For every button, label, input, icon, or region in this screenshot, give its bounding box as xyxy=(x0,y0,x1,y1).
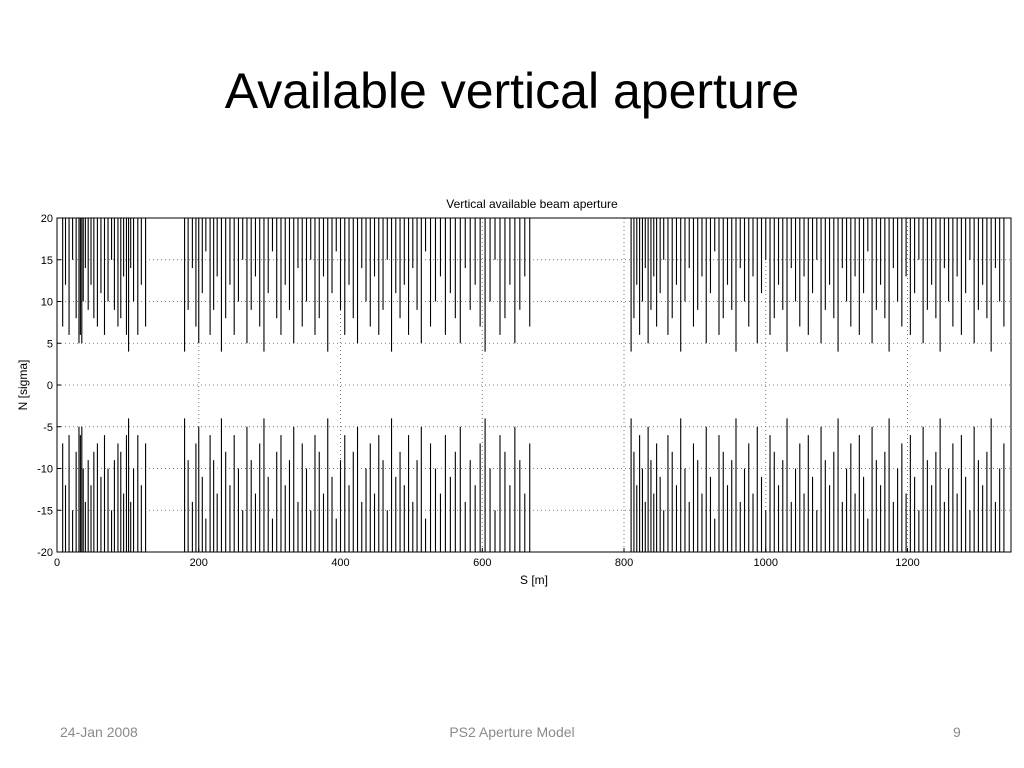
x-tick-label: 1000 xyxy=(754,557,778,569)
x-tick-label: 600 xyxy=(473,557,491,569)
x-axis-label: S [m] xyxy=(520,573,548,587)
y-tick-label: 5 xyxy=(47,338,53,350)
x-tick-label: 200 xyxy=(190,557,208,569)
chart-title: Vertical available beam aperture xyxy=(446,197,618,211)
y-tick-label: -5 xyxy=(43,422,53,434)
x-tick-label: 800 xyxy=(615,557,633,569)
y-tick-label: 0 xyxy=(47,380,53,392)
y-tick-label: -10 xyxy=(37,464,53,476)
y-tick-label: -15 xyxy=(37,505,53,517)
slide-title: Available vertical aperture xyxy=(224,63,800,119)
chart-ticks: 0 200 400 600 800 1000 1200 20 15 10 5 0 -5 -10 -15 -20 xyxy=(37,213,920,569)
chart-grid xyxy=(57,218,1011,552)
y-tick-label: 15 xyxy=(41,255,53,267)
chart-series xyxy=(62,218,1005,552)
chart: Vertical available beam aperture 0 200 400… xyxy=(0,190,1024,590)
x-tick-label: 400 xyxy=(331,557,349,569)
footer-title: PS2 Aperture Model xyxy=(449,724,575,740)
y-tick-label: 10 xyxy=(41,297,53,309)
page-number: 9 xyxy=(953,724,961,740)
y-tick-label: 20 xyxy=(41,213,53,225)
chart-svg: Vertical available beam aperture 0 200 400… xyxy=(16,197,1012,587)
x-tick-label: 0 xyxy=(54,557,60,569)
x-tick-label: 1200 xyxy=(895,557,919,569)
footer-date: 24-Jan 2008 xyxy=(60,724,138,740)
y-axis-label: N [sigma] xyxy=(16,360,30,411)
y-tick-label: -20 xyxy=(37,547,53,559)
